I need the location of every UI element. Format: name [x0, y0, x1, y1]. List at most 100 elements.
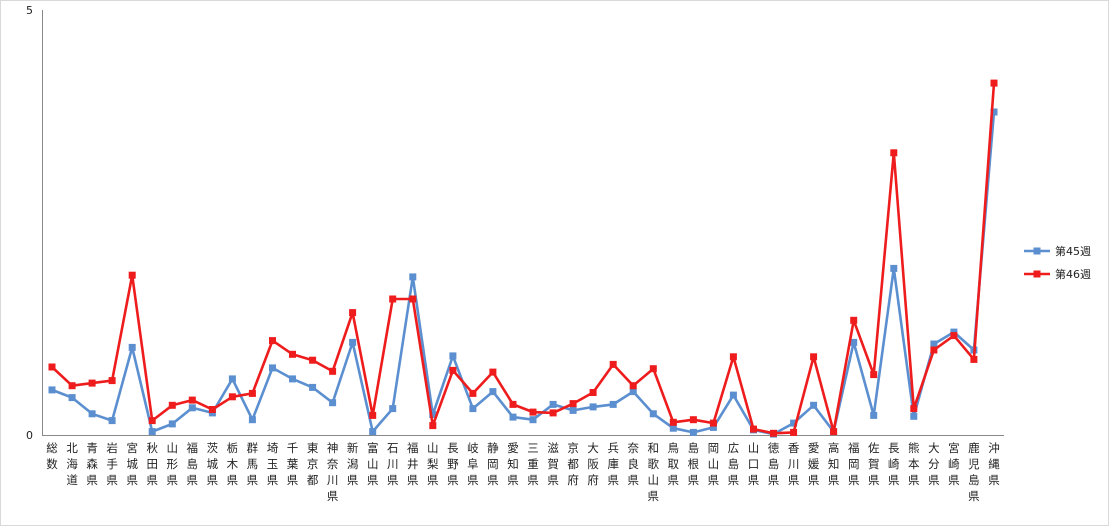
data-point-marker: [208, 406, 216, 413]
x-tick-label: 鹿児島県: [968, 441, 980, 503]
data-point-marker: [228, 393, 236, 401]
data-point-marker: [148, 428, 156, 436]
x-tick-label: 岩手県: [106, 441, 118, 487]
data-point-marker: [68, 394, 76, 402]
legend-label: 第46週: [1055, 267, 1091, 281]
data-point-marker: [689, 416, 697, 424]
data-point-marker: [48, 363, 56, 371]
x-tick-label: 高知県: [828, 441, 840, 487]
series-layer: [48, 79, 998, 438]
data-point-marker: [950, 332, 958, 340]
data-point-marker: [228, 375, 236, 383]
data-point-marker: [990, 79, 998, 87]
data-point-marker: [88, 410, 96, 418]
data-point-marker: [329, 399, 337, 407]
data-point-marker: [469, 389, 477, 397]
data-point-marker: [369, 428, 377, 436]
data-point-marker: [609, 360, 617, 368]
x-tick-label: 神奈川県: [327, 441, 339, 503]
data-point-marker: [850, 338, 858, 346]
legend-marker: [1033, 247, 1041, 255]
x-tick-label: 福岡県: [848, 441, 860, 487]
data-point-marker: [750, 425, 757, 433]
data-point-marker: [108, 377, 116, 385]
data-point-marker: [509, 413, 517, 421]
data-point-marker: [128, 271, 136, 279]
data-point-marker: [108, 417, 116, 425]
data-point-marker: [289, 350, 296, 358]
data-point-marker: [629, 382, 637, 390]
x-tick-label: 香川県: [788, 441, 800, 487]
data-point-marker: [349, 338, 357, 346]
data-point-marker: [930, 340, 938, 348]
data-point-marker: [269, 337, 276, 345]
data-point-marker: [830, 428, 838, 436]
x-tick-label: 山口県: [748, 441, 760, 487]
x-tick-label: 北海道: [66, 441, 78, 487]
data-point-marker: [910, 412, 918, 420]
data-point-marker: [549, 400, 557, 408]
data-point-marker: [870, 371, 878, 379]
x-tick-labels: 総数北海道青森県岩手県宮城県秋田県山形県福島県茨城県栃木県群馬県埼玉県千葉県東京…: [46, 441, 1000, 503]
data-point-marker: [68, 382, 76, 390]
data-point-marker: [709, 423, 717, 431]
x-tick-label: 京都府: [567, 441, 579, 487]
data-point-marker: [890, 264, 898, 272]
data-point-marker: [489, 368, 497, 376]
data-point-marker: [589, 389, 597, 396]
data-point-marker: [729, 391, 737, 399]
data-point-marker: [349, 309, 357, 317]
data-point-marker: [309, 356, 317, 364]
x-tick-label: 鳥取県: [668, 441, 680, 487]
x-tick-label: 静岡県: [487, 441, 499, 487]
data-point-marker: [669, 418, 677, 426]
data-point-marker: [649, 365, 657, 373]
data-point-marker: [569, 400, 577, 408]
x-tick-label: 岐阜県: [467, 441, 479, 487]
data-point-marker: [910, 405, 918, 413]
data-point-marker: [389, 295, 397, 303]
x-tick-label: 和歌山県: [648, 441, 660, 503]
data-point-marker: [729, 353, 737, 361]
x-tick-label: 佐賀県: [868, 441, 880, 487]
x-tick-label: 沖縄県: [988, 441, 1000, 487]
data-point-marker: [188, 396, 196, 404]
data-point-marker: [168, 420, 176, 428]
data-point-marker: [248, 389, 256, 397]
data-point-marker: [409, 295, 417, 303]
x-tick-label: 大分県: [928, 441, 940, 487]
x-tick-label: 山形県: [167, 441, 179, 487]
data-point-marker: [810, 353, 818, 361]
x-tick-label: 宮城県: [126, 441, 138, 487]
data-point-marker: [709, 419, 717, 427]
x-tick-label: 兵庫県: [607, 441, 619, 487]
data-point-marker: [810, 401, 818, 409]
x-tick-label: 滋賀県: [547, 441, 559, 487]
data-point-marker: [88, 379, 96, 387]
x-tick-label: 愛知県: [507, 441, 519, 487]
data-point-marker: [649, 410, 657, 418]
x-tick-label: 長野県: [447, 441, 459, 487]
data-point-marker: [409, 273, 417, 281]
data-point-marker: [890, 149, 898, 157]
data-point-marker: [609, 400, 617, 408]
x-tick-label: 茨城県: [207, 441, 219, 487]
data-point-marker: [589, 403, 597, 411]
data-point-marker: [128, 343, 136, 351]
x-tick-label: 熊本県: [908, 441, 920, 487]
data-point-marker: [269, 364, 276, 372]
x-tick-label: 大阪府: [587, 441, 599, 487]
data-point-marker: [790, 428, 798, 436]
data-point-marker: [529, 408, 537, 416]
data-point-marker: [148, 417, 156, 425]
x-tick-label: 山梨県: [427, 441, 439, 487]
x-tick-label: 青森県: [86, 441, 98, 487]
data-point-marker: [389, 405, 397, 413]
data-point-marker: [369, 411, 377, 419]
x-tick-label: 三重県: [527, 441, 539, 487]
data-point-marker: [449, 352, 457, 360]
x-tick-label: 徳島県: [768, 441, 780, 487]
